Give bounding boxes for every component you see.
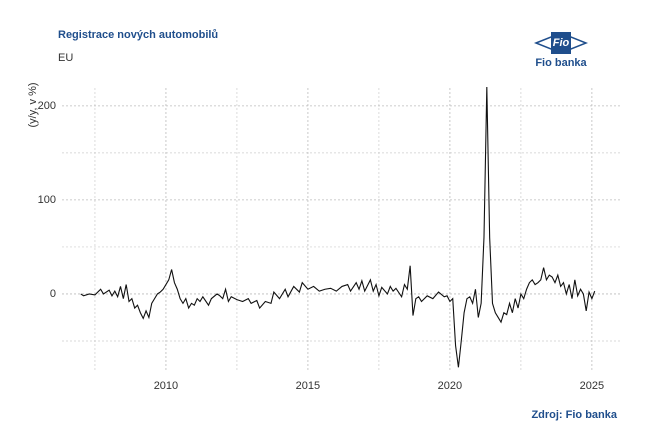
y-axis-label: (y/y, v %) <box>27 82 39 127</box>
chart-title: Registrace nových automobilů <box>58 29 218 41</box>
logo-name: Fio banka <box>535 57 587 69</box>
chart-subtitle: EU <box>58 52 73 64</box>
y-tick-label: 200 <box>38 100 56 112</box>
y-tick-label: 100 <box>38 194 56 206</box>
data-line <box>80 87 596 368</box>
x-tick-label: 2010 <box>154 380 178 392</box>
x-tick-label: 2020 <box>438 380 462 392</box>
x-tick-label: 2015 <box>296 380 320 392</box>
source: Zdroj: Fio banka <box>531 409 617 421</box>
logo: Fio Fio banka <box>533 32 589 69</box>
x-tick-label: 2025 <box>580 380 604 392</box>
logo-mark: Fio <box>553 37 570 49</box>
y-tick-label: 0 <box>50 288 56 300</box>
